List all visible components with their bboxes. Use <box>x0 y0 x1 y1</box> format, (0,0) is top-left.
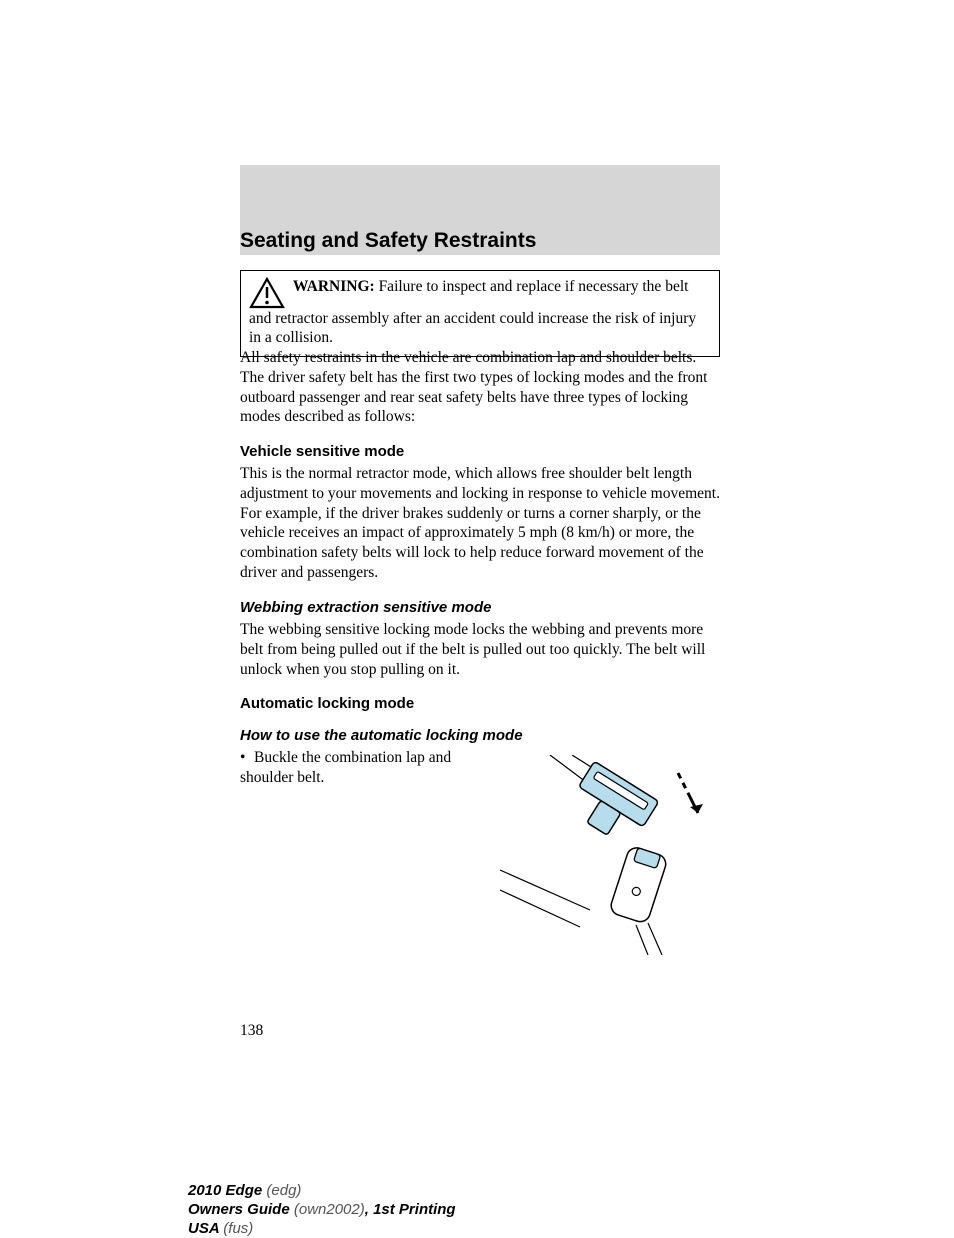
section-title: Seating and Safety Restraints <box>240 229 536 253</box>
vsm-body: This is the normal retractor mode, which… <box>240 464 720 583</box>
alm-bullet-text: Buckle the combination lap and shoulder … <box>240 749 451 786</box>
page-number: 138 <box>240 1022 263 1040</box>
warning-triangle-icon <box>249 277 285 309</box>
manual-page: Seating and Safety Restraints WARNING: F… <box>0 0 954 1235</box>
warning-box: WARNING: Failure to inspect and replace … <box>240 270 720 357</box>
seatbelt-buckle-illustration <box>500 755 715 955</box>
footer-line-2: Owners Guide (own2002), 1st Printing <box>188 1201 456 1220</box>
alm-heading: Automatic locking mode <box>240 694 720 713</box>
alm-howto-heading: How to use the automatic locking mode <box>240 726 720 745</box>
bullet-icon: • <box>240 748 254 768</box>
footer-line-3: USA (fus) <box>188 1220 456 1238</box>
warning-text: WARNING: Failure to inspect and replace … <box>249 278 696 346</box>
wesm-body: The webbing sensitive locking mode locks… <box>240 620 720 679</box>
vsm-heading: Vehicle sensitive mode <box>240 442 720 461</box>
warning-label: WARNING: <box>293 278 375 295</box>
footer-block: 2010 Edge (edg) Owners Guide (own2002), … <box>188 1182 456 1238</box>
wesm-heading: Webbing extraction sensitive mode <box>240 598 720 617</box>
alm-bullet-item: •Buckle the combination lap and shoulder… <box>240 748 490 788</box>
footer-line-1: 2010 Edge (edg) <box>188 1182 456 1201</box>
intro-paragraph: All safety restraints in the vehicle are… <box>240 348 720 427</box>
